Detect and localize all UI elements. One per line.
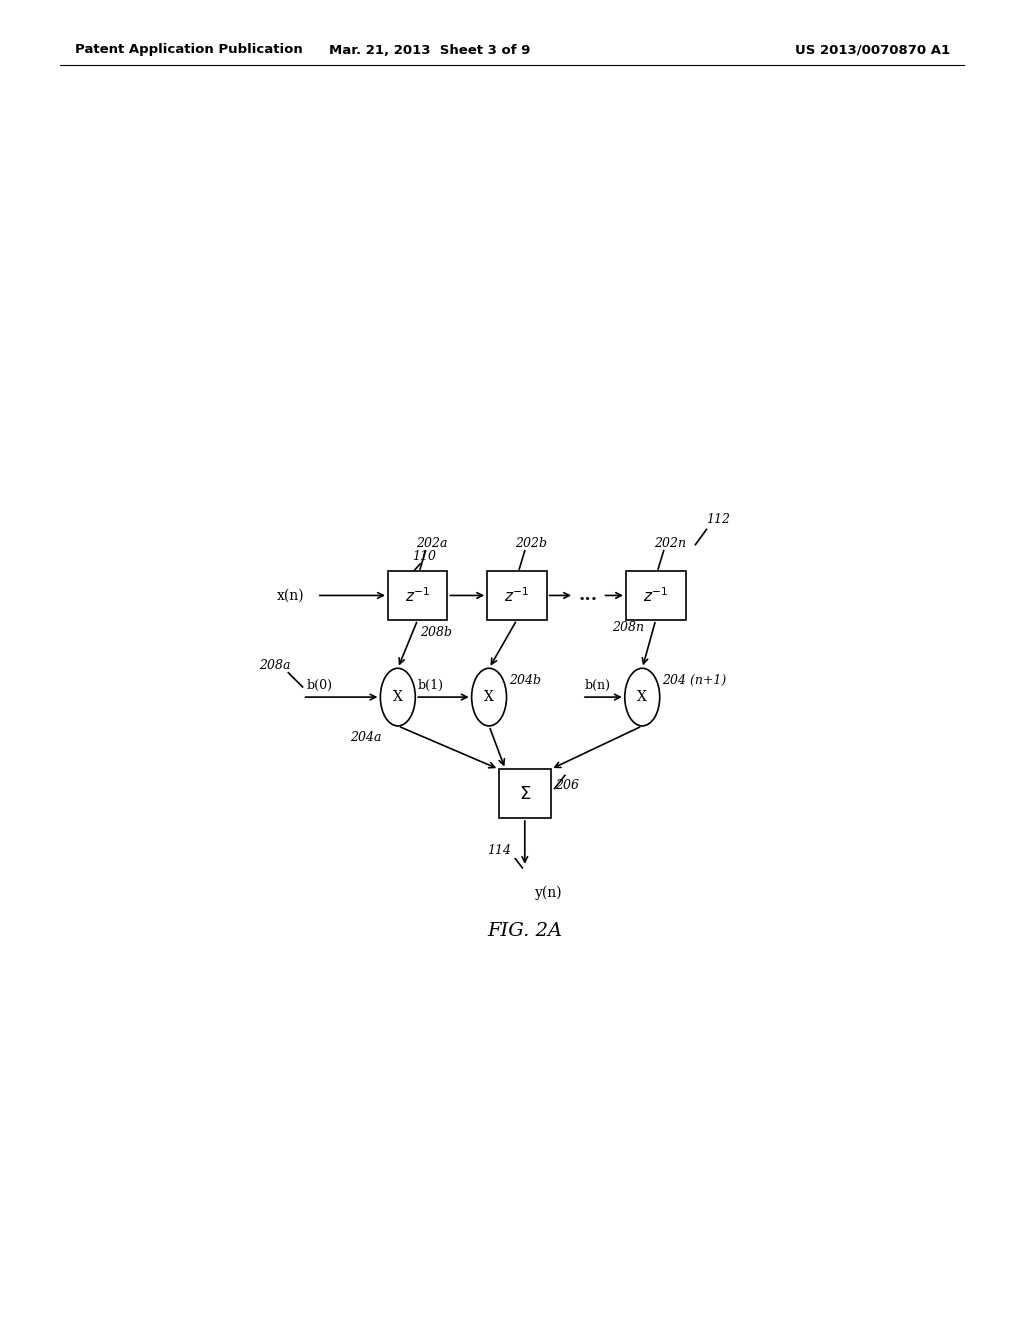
Ellipse shape xyxy=(625,668,659,726)
Text: 114: 114 xyxy=(486,843,511,857)
Text: 110: 110 xyxy=(412,550,436,562)
Text: X: X xyxy=(484,690,494,704)
Text: x(n): x(n) xyxy=(276,589,304,602)
Text: 112: 112 xyxy=(706,513,730,527)
Text: 206: 206 xyxy=(555,779,579,792)
Text: $\Sigma$: $\Sigma$ xyxy=(519,784,530,803)
Text: ...: ... xyxy=(579,586,598,605)
Text: 204a: 204a xyxy=(350,731,382,744)
Text: 202a: 202a xyxy=(416,537,447,549)
Text: 202n: 202n xyxy=(654,537,686,549)
Text: y(n): y(n) xyxy=(536,886,563,899)
Text: $z^{-1}$: $z^{-1}$ xyxy=(404,586,430,605)
FancyBboxPatch shape xyxy=(499,770,551,818)
Text: 202b: 202b xyxy=(515,537,547,549)
Text: 204b: 204b xyxy=(509,675,541,686)
Text: X: X xyxy=(637,690,647,704)
Text: $z^{-1}$: $z^{-1}$ xyxy=(504,586,529,605)
Text: $z^{-1}$: $z^{-1}$ xyxy=(643,586,669,605)
Text: US 2013/0070870 A1: US 2013/0070870 A1 xyxy=(795,44,950,57)
Text: FIG. 2A: FIG. 2A xyxy=(487,921,562,940)
FancyBboxPatch shape xyxy=(388,572,447,620)
Text: Patent Application Publication: Patent Application Publication xyxy=(75,44,303,57)
Text: 204 (n+1): 204 (n+1) xyxy=(663,675,726,686)
Text: 208n: 208n xyxy=(612,620,644,634)
Text: 208a: 208a xyxy=(259,659,291,672)
FancyBboxPatch shape xyxy=(626,572,685,620)
Text: b(0): b(0) xyxy=(306,678,333,692)
Ellipse shape xyxy=(472,668,507,726)
Text: b(n): b(n) xyxy=(585,678,610,692)
FancyBboxPatch shape xyxy=(487,572,547,620)
Ellipse shape xyxy=(380,668,416,726)
Text: X: X xyxy=(393,690,402,704)
Text: 208b: 208b xyxy=(420,626,452,639)
Text: Mar. 21, 2013  Sheet 3 of 9: Mar. 21, 2013 Sheet 3 of 9 xyxy=(330,44,530,57)
Text: b(1): b(1) xyxy=(418,678,443,692)
